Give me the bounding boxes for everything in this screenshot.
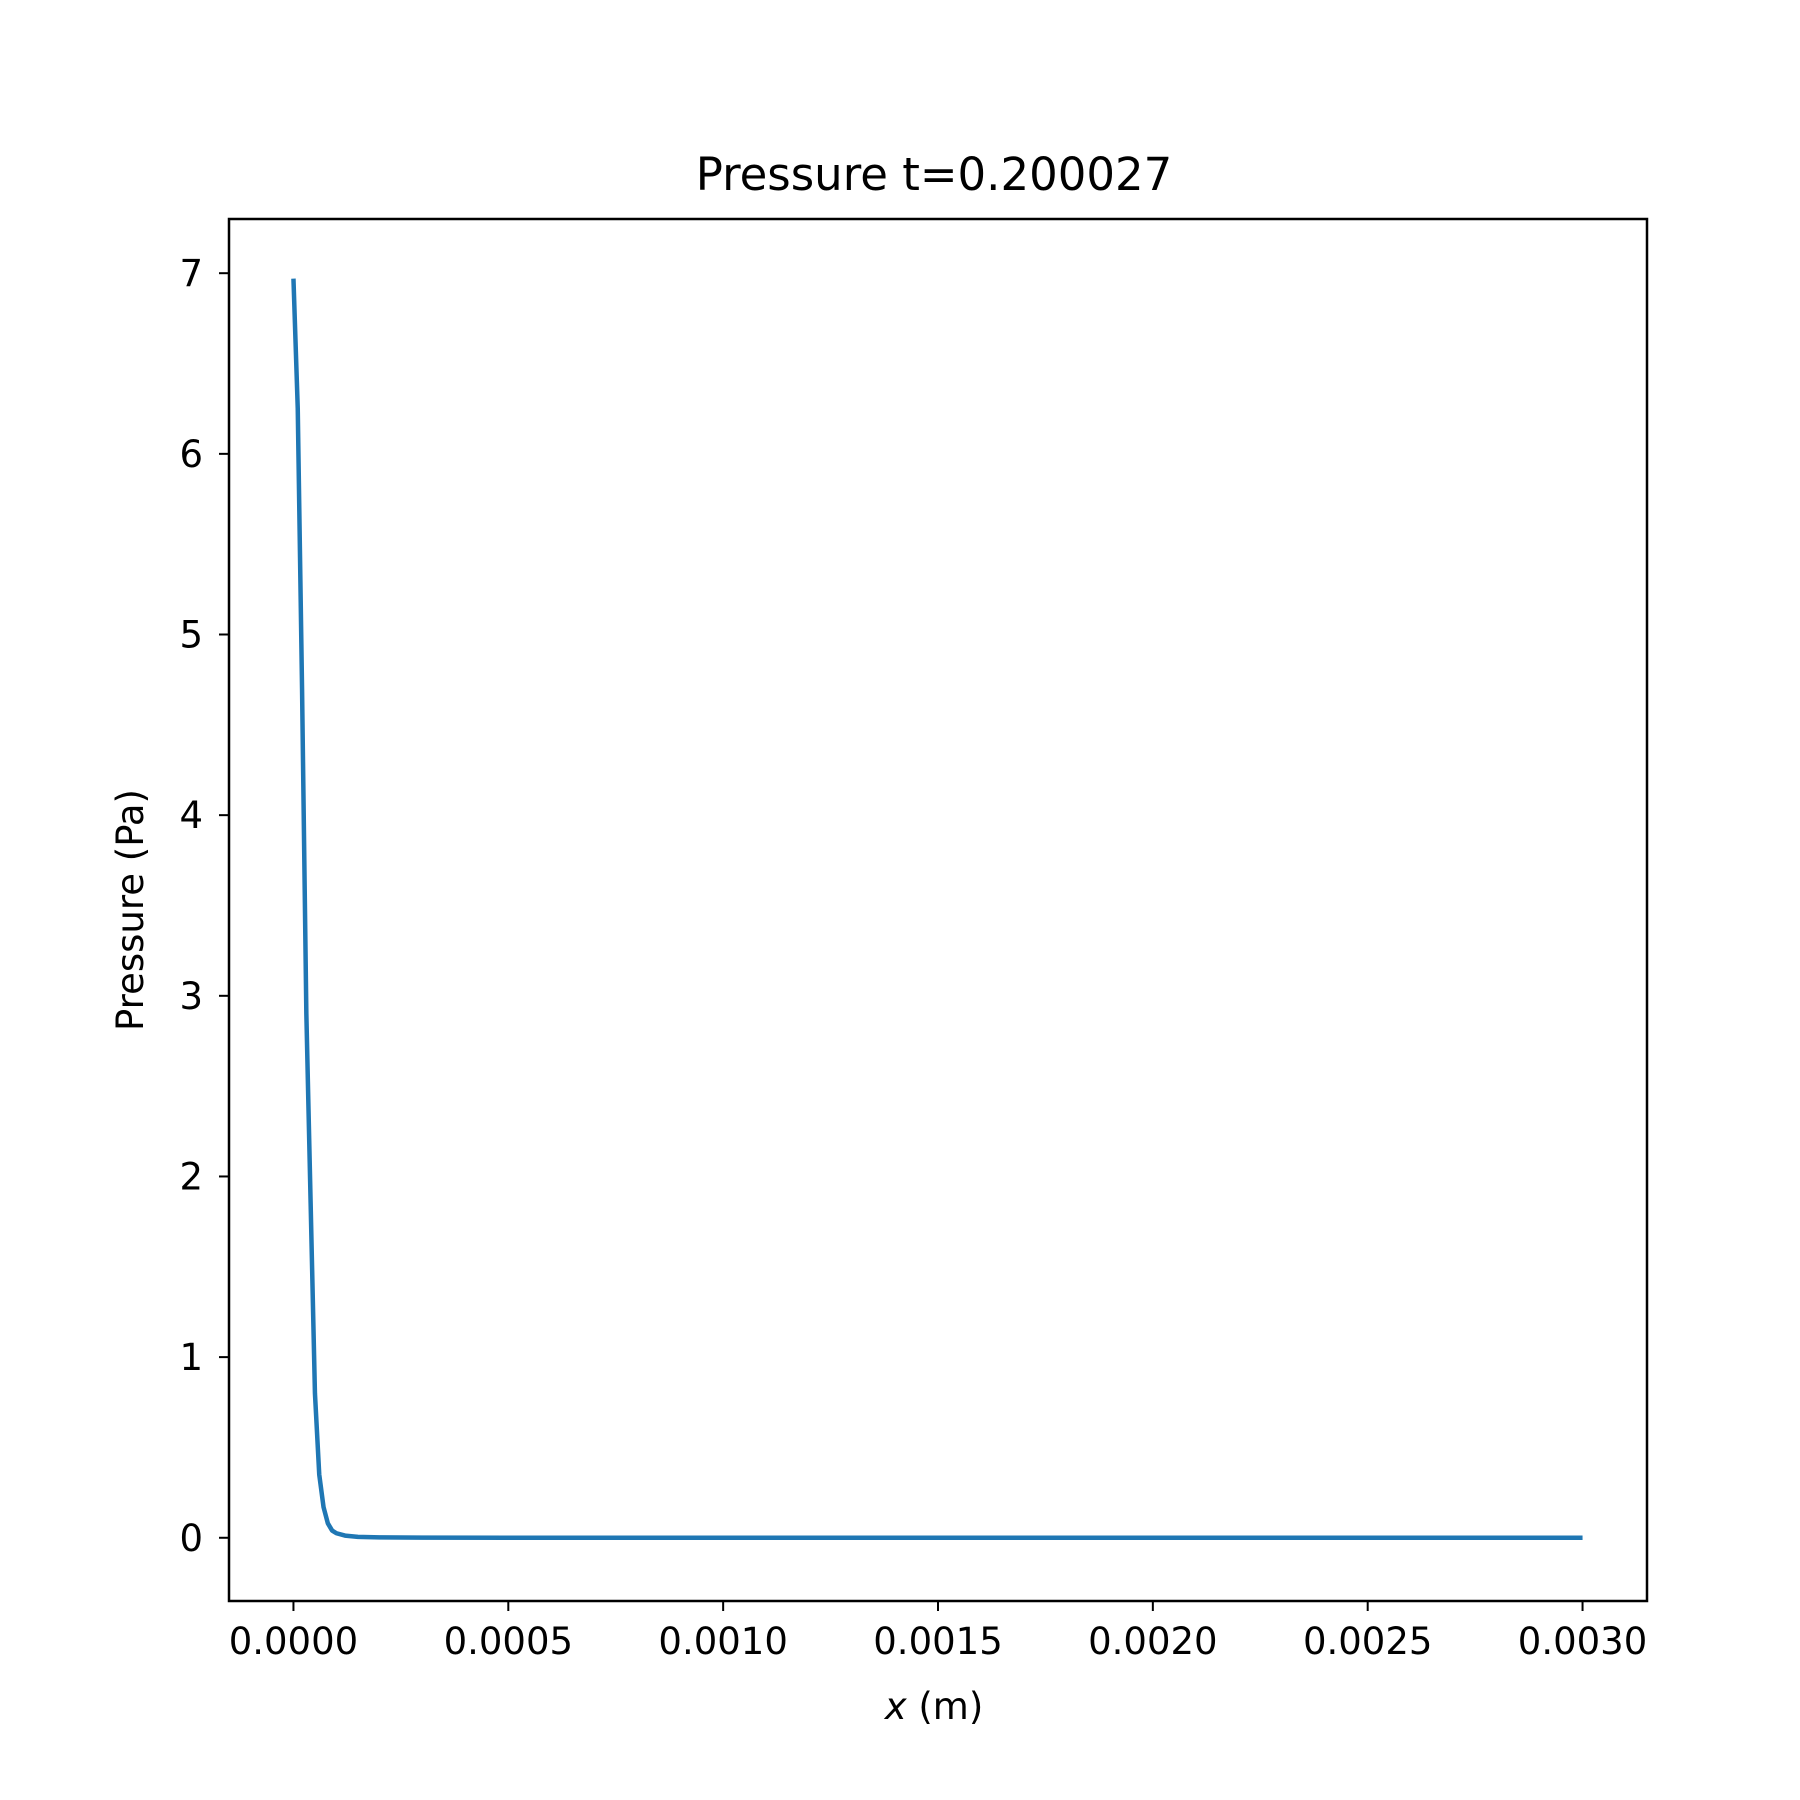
series-line-1 <box>291 278 1583 1541</box>
y-axis-ticks: 0 1 2 3 4 5 6 7 <box>179 252 229 1560</box>
y-tick-label: 7 <box>179 252 203 295</box>
y-tick-label: 1 <box>179 1336 203 1379</box>
x-axis-variable: x <box>884 1685 908 1728</box>
x-tick-label: 0.0000 <box>229 1620 358 1663</box>
chart-title: Pressure t=0.200027 <box>696 148 1173 201</box>
x-tick-label: 0.0025 <box>1303 1620 1432 1663</box>
y-tick-label: 3 <box>179 975 203 1018</box>
y-tick-label: 6 <box>179 433 203 476</box>
y-tick-label: 0 <box>179 1517 203 1560</box>
x-tick-label: 0.0005 <box>444 1620 573 1663</box>
x-tick-label: 0.0020 <box>1088 1620 1217 1663</box>
x-tick-label: 0.0030 <box>1518 1620 1647 1663</box>
x-tick-label: 0.0015 <box>873 1620 1002 1663</box>
plot-area-background <box>229 219 1647 1601</box>
y-tick-label: 4 <box>179 794 203 837</box>
series-layer <box>291 278 1583 1541</box>
x-axis-label: x (m) <box>884 1685 984 1728</box>
y-tick-label: 2 <box>179 1155 203 1198</box>
x-axis-ticks: 0.0000 0.0005 0.0010 0.0015 0.0020 0.0025 0.00… <box>229 1601 1647 1663</box>
plot-area <box>229 219 1647 1601</box>
y-axis-label: Pressure (Pa) <box>109 789 152 1031</box>
x-tick-label: 0.0010 <box>658 1620 787 1663</box>
x-axis-unit: (m) <box>907 1685 984 1728</box>
y-tick-label: 5 <box>179 614 203 657</box>
